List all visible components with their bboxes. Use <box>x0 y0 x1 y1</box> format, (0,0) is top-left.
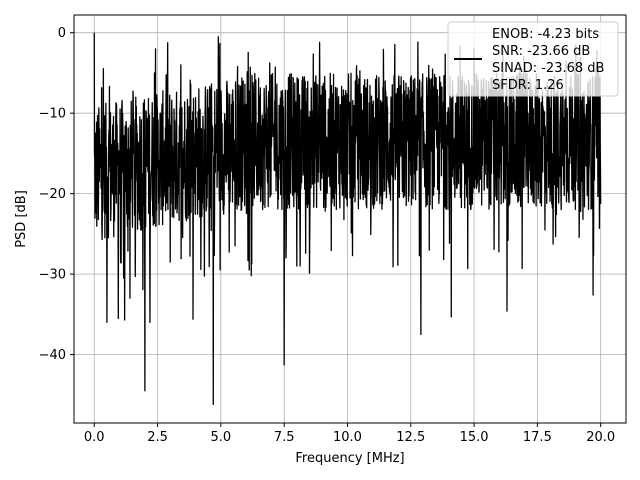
series-psd <box>93 32 602 406</box>
legend-entry-snr: SNR: -23.66 dB <box>492 44 590 59</box>
x-tick-label: 12.5 <box>396 430 425 445</box>
x-tick-label: 0.0 <box>84 430 105 445</box>
x-axis-label: Frequency [MHz] <box>295 451 404 466</box>
legend: ENOB: -4.23 bits SNR: -23.66 dB SINAD: -… <box>447 21 619 97</box>
x-tick-label: 15.0 <box>460 430 489 445</box>
y-tick-label: −10 <box>39 107 66 122</box>
x-tick-label: 20.0 <box>586 430 615 445</box>
y-tick-label: 0 <box>58 26 66 41</box>
legend-entry-sinad: SINAD: -23.68 dB <box>492 61 604 76</box>
y-axis: 0 −10 −20 −30 −40 <box>39 26 74 363</box>
x-tick-label: 2.5 <box>147 430 168 445</box>
legend-entry-enob: ENOB: -4.23 bits <box>492 27 599 42</box>
x-tick-label: 5.0 <box>211 430 232 445</box>
series-line-psd <box>93 32 602 406</box>
y-tick-label: −40 <box>39 348 66 363</box>
y-tick-label: −30 <box>39 268 66 283</box>
y-axis-label: PSD [dB] <box>14 190 29 248</box>
x-tick-label: 17.5 <box>523 430 552 445</box>
x-tick-label: 7.5 <box>274 430 295 445</box>
y-tick-label: −20 <box>39 187 66 202</box>
x-tick-label: 10.0 <box>333 430 362 445</box>
x-axis: 0.0 2.5 5.0 7.5 10.0 12.5 15.0 17.5 20.0 <box>84 423 615 445</box>
legend-box <box>447 21 619 97</box>
plot-frame <box>73 14 627 424</box>
legend-entry-sfdr: SFDR: 1.26 <box>492 78 564 93</box>
